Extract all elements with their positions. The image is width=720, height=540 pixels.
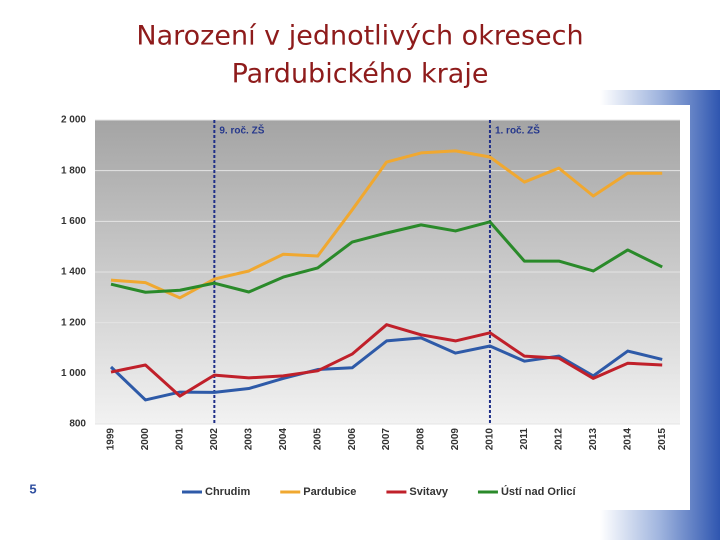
x-tick-label: 2001 [175, 428, 186, 451]
x-tick-label: 2014 [622, 428, 633, 451]
legend-label: Chrudim [205, 486, 250, 498]
annotation-label: 9. roč. ZŠ [219, 124, 264, 137]
legend-label: Svitavy [409, 486, 448, 498]
y-tick-label: 2 000 [61, 115, 86, 126]
x-tick-label: 2006 [347, 428, 358, 451]
x-tick-label: 2013 [588, 428, 599, 451]
y-tick-label: 1 400 [61, 267, 86, 278]
y-tick-label: 1 000 [61, 368, 86, 379]
legend-label: Pardubice [303, 486, 356, 498]
y-tick-label: 1 600 [61, 216, 86, 227]
legend-label: Ústí nad Orlicí [501, 485, 577, 498]
page-number: 5 [29, 481, 36, 496]
x-tick-label: 2008 [416, 428, 427, 451]
x-tick-label: 2007 [381, 428, 392, 451]
x-tick-label: 2011 [519, 428, 530, 450]
annotation-label: 1. roč. ZŠ [495, 124, 540, 137]
x-tick-label: 2000 [140, 428, 151, 451]
x-tick-label: 2002 [209, 428, 220, 451]
series-line [110, 323, 663, 398]
series-line [110, 220, 663, 294]
x-tick-label: 2015 [657, 428, 668, 451]
chart-title: Narození v jednotlivých okresech [136, 21, 583, 52]
x-tick-label: 2010 [485, 428, 496, 451]
x-tick-label: 2012 [553, 428, 564, 451]
y-tick-label: 800 [69, 419, 86, 430]
chart-title: Pardubického kraje [232, 59, 489, 90]
x-tick-label: 2009 [450, 428, 461, 451]
x-tick-label: 1999 [106, 428, 117, 451]
y-tick-label: 1 800 [61, 165, 86, 176]
series-line [109, 336, 663, 402]
x-tick-label: 2005 [312, 428, 323, 451]
x-tick-label: 2004 [278, 428, 289, 451]
y-tick-label: 1 200 [61, 317, 86, 328]
x-tick-label: 2003 [243, 428, 254, 451]
